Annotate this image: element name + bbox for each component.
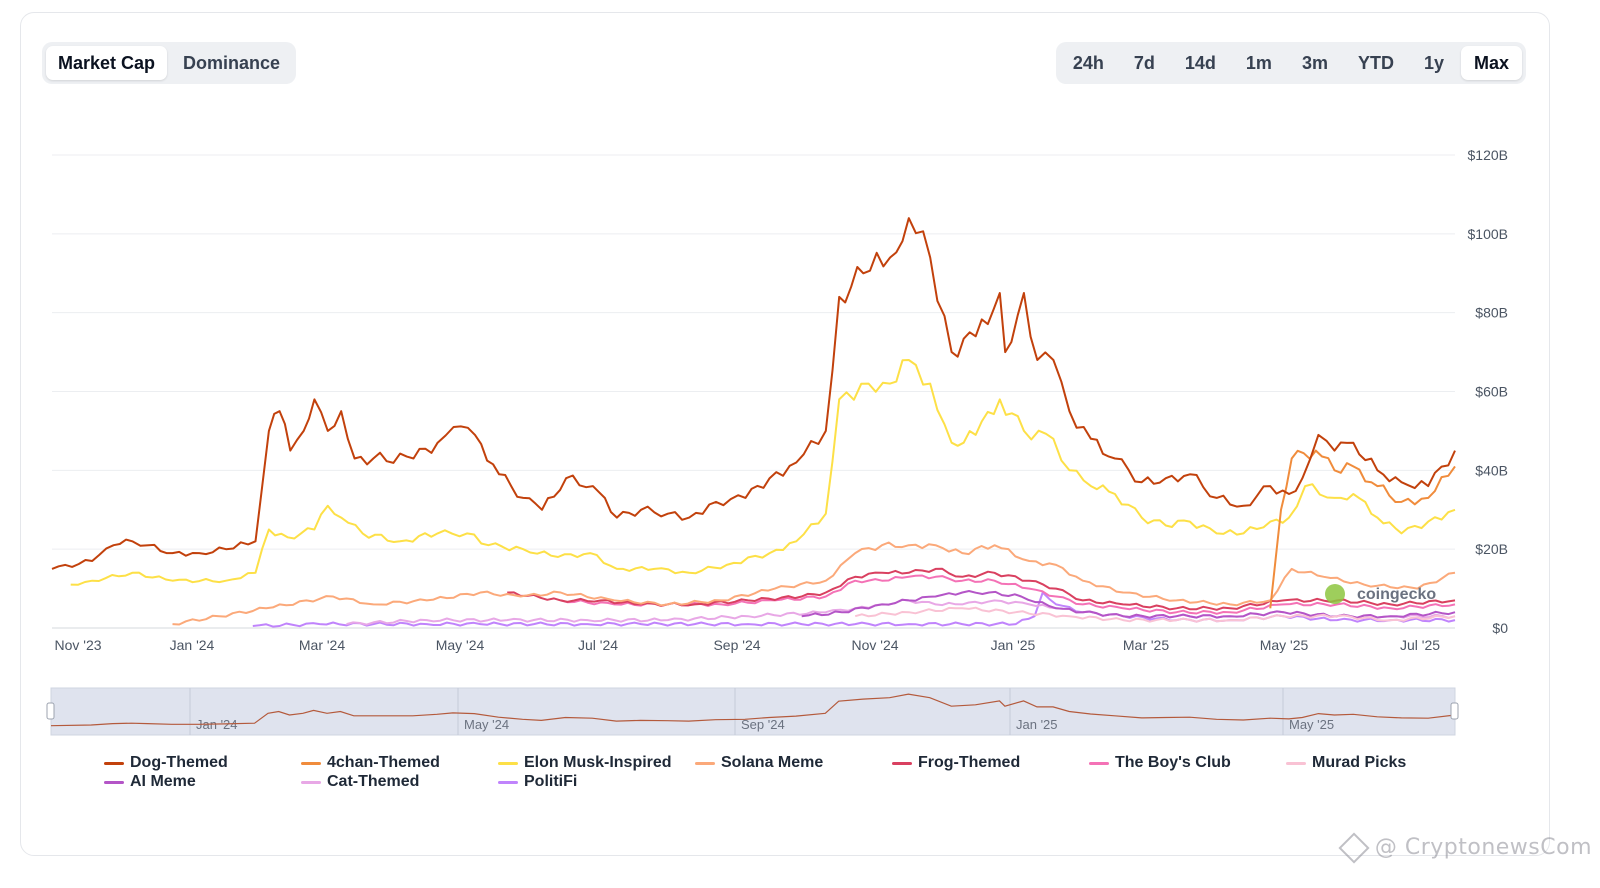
legend-label: Solana Meme (721, 754, 824, 771)
series-line-murad-picks (854, 606, 1456, 623)
legend-item-elon-musk-inspired[interactable]: Elon Musk-Inspired (498, 754, 672, 772)
range-ytd-button[interactable]: YTD (1357, 53, 1394, 73)
range-max-button[interactable]: Max (1460, 46, 1522, 80)
legend-swatch (498, 761, 518, 765)
legend-label: AI Meme (130, 773, 196, 790)
legend-item-murad-picks[interactable]: Murad Picks (1286, 754, 1406, 772)
series-line-elon-musk-inspired (70, 359, 1456, 586)
tab-market-cap[interactable]: Market Cap (46, 46, 168, 80)
legend-label: Elon Musk-Inspired (524, 754, 672, 771)
range-1m-button[interactable]: 1m (1245, 53, 1272, 73)
legend-swatch (498, 780, 518, 784)
y-tick-label: $60B (1475, 384, 1508, 400)
legend-swatch (104, 780, 124, 784)
x-tick-label: Nov '24 (851, 637, 898, 653)
navigator-tick-label: May '25 (1289, 717, 1334, 732)
legend-label: Cat-Themed (327, 773, 420, 790)
x-tick-label: Jan '24 (170, 637, 215, 653)
legend-swatch (301, 761, 321, 765)
legend-swatch (1286, 761, 1306, 765)
series-line-dog-themed (51, 217, 1456, 570)
navigator-left-handle (46, 702, 55, 720)
navigator-tick-label: Jan '25 (1016, 717, 1058, 732)
legend-item-dog-themed[interactable]: Dog-Themed (104, 754, 228, 772)
x-tick-label: Sep '24 (713, 637, 760, 653)
legend-item-the-boy-s-club[interactable]: The Boy's Club (1089, 754, 1231, 772)
series-line-solana-meme (172, 541, 1456, 626)
y-tick-label: $100B (1468, 226, 1508, 242)
watermark-text: @ CryptonewsCom (1374, 835, 1592, 860)
range-1y-button[interactable]: 1y (1423, 53, 1444, 73)
legend-swatch (1089, 761, 1109, 765)
legend-item-4chan-themed[interactable]: 4chan-Themed (301, 754, 440, 772)
legend-swatch (301, 780, 321, 784)
navigator-right-handle (1450, 702, 1459, 720)
x-tick-label: Nov '23 (54, 637, 101, 653)
range-14d-button[interactable]: 14d (1184, 53, 1216, 73)
range-navigator (50, 687, 1456, 736)
diamond-logo-icon (1338, 832, 1370, 864)
legend-item-politifi[interactable]: PolitiFi (498, 773, 577, 791)
y-tick-label: $20B (1475, 541, 1508, 557)
legend-item-solana-meme[interactable]: Solana Meme (695, 754, 823, 772)
x-tick-label: Mar '25 (1123, 637, 1169, 653)
tab-dominance[interactable]: Dominance (183, 53, 281, 73)
x-tick-label: Jan '25 (991, 637, 1036, 653)
y-tick-label: $120B (1468, 147, 1508, 163)
cryptonews-watermark: @ CryptonewsCom (1338, 832, 1592, 864)
y-tick-label: $40B (1475, 462, 1508, 478)
legend-swatch (695, 761, 715, 765)
navigator-tick-label: Sep '24 (741, 717, 785, 732)
x-tick-label: May '24 (436, 637, 485, 653)
range-24h-button[interactable]: 24h (1072, 53, 1104, 73)
y-tick-label: $0 (1492, 620, 1508, 636)
legend-label: Frog-Themed (918, 754, 1021, 771)
y-tick-label: $80B (1475, 305, 1508, 321)
x-tick-label: Jul '24 (578, 637, 618, 653)
legend-swatch (892, 761, 912, 765)
legend-item-ai-meme[interactable]: AI Meme (104, 773, 196, 791)
metric-toggle: Market Cap Dominance (42, 42, 297, 84)
x-tick-label: Mar '24 (299, 637, 345, 653)
range-3m-button[interactable]: 3m (1301, 53, 1328, 73)
legend-swatch (104, 761, 124, 765)
x-tick-label: May '25 (1260, 637, 1309, 653)
legend-item-frog-themed[interactable]: Frog-Themed (892, 754, 1020, 772)
legend-label: PolitiFi (524, 773, 578, 790)
series-line-4chan-themed (1269, 449, 1456, 609)
x-tick-label: Jul '25 (1400, 637, 1440, 653)
navigator-series-line (50, 693, 1456, 727)
time-range-selector: 24h 7d 14d 1m 3m YTD 1y Max (1055, 42, 1526, 84)
legend-item-cat-themed[interactable]: Cat-Themed (301, 773, 419, 791)
series-line-the-boy-s-club (560, 574, 1456, 615)
legend-label: The Boy's Club (1115, 754, 1231, 771)
legend-label: Dog-Themed (130, 754, 228, 771)
range-7d-button[interactable]: 7d (1133, 53, 1155, 73)
coingecko-logo-icon (1325, 584, 1345, 604)
legend-label: 4chan-Themed (327, 754, 440, 771)
legend-label: Murad Picks (1312, 754, 1407, 771)
navigator-tick-label: May '24 (464, 717, 509, 732)
coingecko-watermark: coingecko (1357, 586, 1436, 603)
